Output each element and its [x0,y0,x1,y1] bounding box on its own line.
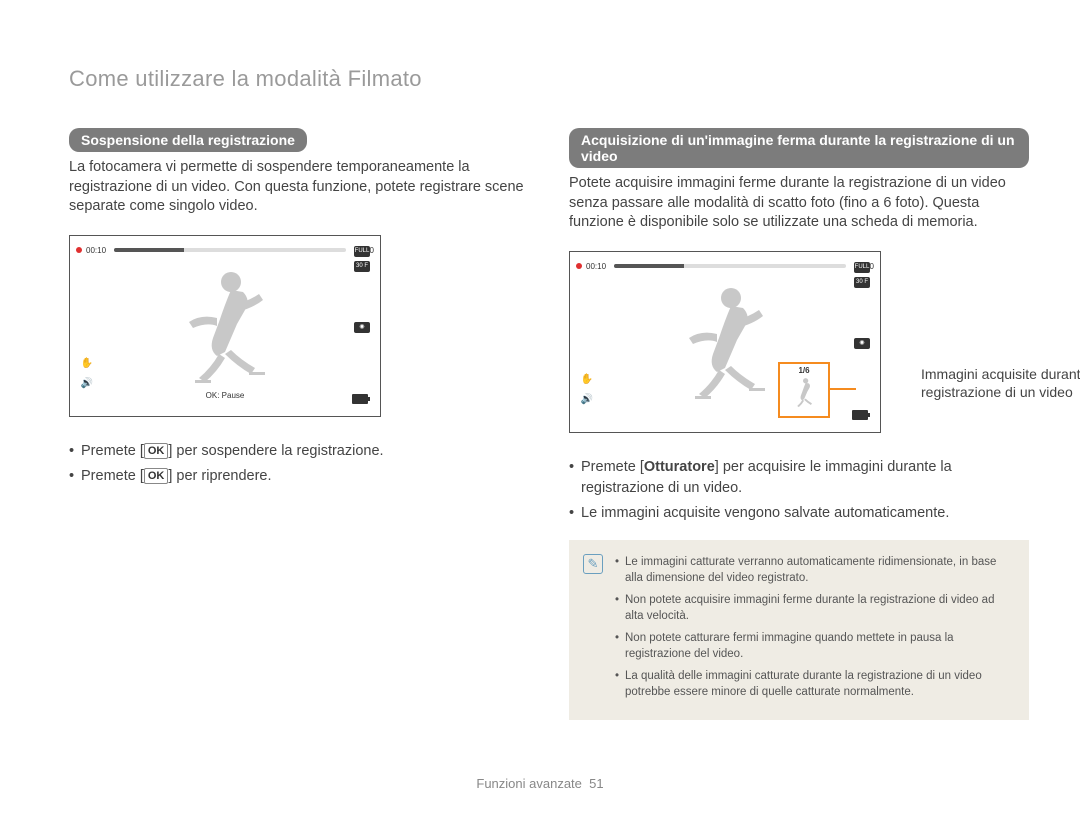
right-screenshot: 00:10 00:20 FULL 30 F ◉ ✋ [569,251,881,433]
right-heading-pill: Acquisizione di un'immagine ferma durant… [569,128,1029,168]
alive-icon: 🔊 [80,378,94,392]
left-heading-pill: Sospensione della registrazione [69,128,307,152]
shutter-label: Otturatore [644,459,715,475]
ois-icon: ✋ [580,374,594,388]
page-title: Come utilizzare la modalità Filmato [69,66,1020,92]
alive-icon: 🔊 [580,394,594,408]
battery-icon [852,410,868,420]
page-footer: Funzioni avanzate 51 [0,776,1080,791]
note-item: Non potete catturare fermi immagine quan… [615,630,1013,662]
thumb-skater-icon [780,375,828,413]
note-box: ✎ Le immagini catturate verranno automat… [569,540,1029,721]
callout-label: Immagini acquisite durante la registrazi… [921,365,1080,401]
left-screenshot: 00:10 00:20 FULL 30 F ◉ ✋ 🔊 [69,235,381,417]
full-hd-icon: FULL [854,262,870,273]
battery-icon [352,394,368,404]
ok-pause-label: OK: Pause [206,391,245,400]
left-bullet-list: Premete [OK] per sospendere la registraz… [69,441,529,487]
left-status-icons: ✋ 🔊 [580,374,594,408]
capture-thumbnail: 1/6 [778,362,830,418]
left-column: Sospensione della registrazione La fotoc… [69,128,529,720]
note-icon: ✎ [583,554,603,574]
ok-button-chip: OK [144,468,169,484]
right-intro: Potete acquisire immagini ferme durante … [569,174,1029,233]
left-intro: La fotocamera vi permette di sospendere … [69,158,529,217]
skater-silhouette-icon [655,280,795,410]
list-item: Premete [OK] per riprendere. [69,466,529,487]
time-elapsed: 00:10 [86,246,106,255]
record-dot-icon [76,247,82,253]
record-dot-icon [576,263,582,269]
fps-icon: 30 F [854,277,870,288]
time-elapsed: 00:10 [586,262,606,271]
progress-bar [114,248,346,252]
right-status-icons: FULL 30 F ◉ [854,262,870,349]
note-item: Le immagini catturate verranno automatic… [615,554,1013,586]
list-item: Premete [OK] per sospendere la registraz… [69,441,529,462]
full-hd-icon: FULL [354,246,370,257]
skater-silhouette-icon [155,264,295,394]
progress-bar [614,264,846,268]
right-column: Acquisizione di un'immagine ferma durant… [569,128,1029,720]
list-item: Le immagini acquisite vengono salvate au… [569,503,1029,524]
metering-icon: ◉ [854,338,870,349]
right-bullet-list: Premete [Otturatore] per acquisire le im… [569,457,1029,524]
note-item: Non potete acquisire immagini ferme dura… [615,592,1013,624]
metering-icon: ◉ [354,322,370,333]
left-status-icons: ✋ 🔊 [80,358,94,392]
right-status-icons: FULL 30 F ◉ [354,246,370,333]
list-item: Premete [Otturatore] per acquisire le im… [569,457,1029,499]
note-item: La qualità delle immagini catturate dura… [615,668,1013,700]
callout-connector [830,388,856,390]
note-list: Le immagini catturate verranno automatic… [615,554,1013,707]
ois-icon: ✋ [80,358,94,372]
fps-icon: 30 F [354,261,370,272]
ok-button-chip: OK [144,443,169,459]
thumb-counter: 1/6 [780,364,828,375]
